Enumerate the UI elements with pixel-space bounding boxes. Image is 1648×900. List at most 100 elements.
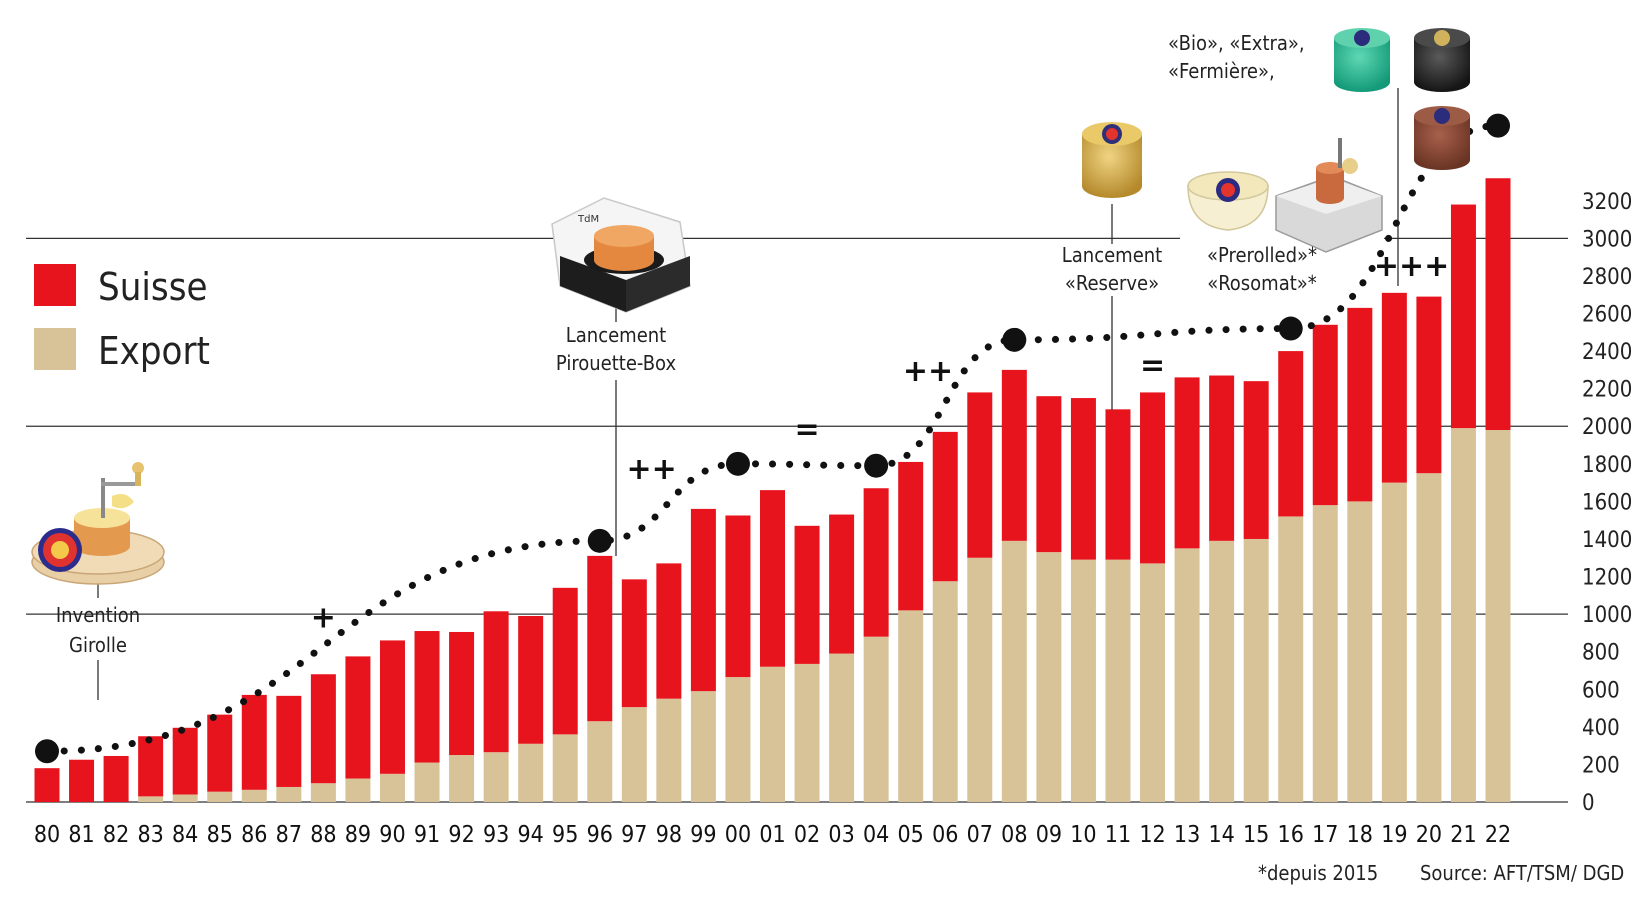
bar-suisse-99 [690,508,716,692]
bar-export-96 [587,721,613,802]
bar-suisse-90 [379,640,405,774]
bar-suisse-17 [1312,324,1338,506]
y-tick-2200: 2200 [1582,378,1632,403]
annotation-bio: «Bio», «Extra», «Fermière», [1168,31,1305,83]
bar-suisse-11 [1105,409,1131,560]
annotation-girolle: Invention Girolle [56,603,140,657]
x-tick-10: 10 [1070,822,1096,848]
x-tick-17: 17 [1312,822,1338,848]
x-tick-93: 93 [483,822,509,848]
bar-suisse-94 [518,616,544,744]
bar-export-00 [725,677,751,802]
bar-suisse-20 [1416,296,1442,474]
bar-suisse-97 [621,579,647,708]
x-tick-94: 94 [518,822,544,848]
x-tick-07: 07 [967,822,993,848]
bio-cheese-image [1334,28,1390,92]
bar-export-01 [760,666,785,802]
change-marker-5: +++ [1374,249,1449,284]
bar-export-22 [1485,430,1511,802]
x-tick-02: 02 [794,822,820,848]
bar-suisse-08 [1001,369,1027,541]
annotation-prerolled-line2: «Rosomat»* [1207,271,1317,295]
change-marker-0: + [311,600,336,635]
x-tick-92: 92 [448,822,474,848]
x-tick-88: 88 [310,822,336,848]
x-tick-15: 15 [1243,822,1269,848]
bar-suisse-14 [1209,375,1235,541]
x-tick-18: 18 [1347,822,1373,848]
trend-point-16 [1278,316,1303,341]
annotation-pirouette: Lancement Pirouette-Box [556,323,677,375]
bar-export-03 [829,653,855,802]
x-tick-95: 95 [552,822,578,848]
bar-suisse-03 [829,514,855,654]
y-axis: 0 200 400 600 800 1000 1200 1400 1600 1800 2000 220… [1582,190,1632,816]
y-tick-400: 400 [1582,716,1620,741]
bar-export-11 [1105,559,1131,802]
bar-export-91 [414,762,440,802]
bar-suisse-07 [967,392,993,558]
annotation-girolle-line1: Invention [56,603,140,627]
bar-suisse-93 [483,611,509,753]
trend-point-22 [1486,113,1510,138]
bar-suisse-04 [863,488,889,637]
bar-export-06 [932,581,958,802]
bar-export-08 [1001,540,1027,802]
x-tick-82: 82 [103,822,129,848]
x-tick-22: 22 [1485,822,1511,848]
y-tick-600: 600 [1582,678,1620,703]
x-tick-87: 87 [276,822,302,848]
trend-point-96 [587,528,612,553]
legend-swatch-suisse [34,264,76,306]
change-marker-4: = [1140,349,1165,384]
y-tick-2400: 2400 [1582,340,1632,365]
bar-export-98 [656,698,682,802]
bar-suisse-88 [310,674,336,784]
bar-export-09 [1036,552,1062,802]
bar-export-20 [1416,473,1442,802]
reserve-cheese-image [1082,122,1142,198]
annotation-reserve-line1: Lancement [1062,243,1162,267]
bar-suisse-01 [760,490,785,667]
bar-export-10 [1070,559,1096,802]
bar-export-86 [241,789,267,802]
bar-export-14 [1209,540,1235,802]
bar-suisse-15 [1243,381,1269,539]
bar-export-17 [1312,505,1338,802]
bar-export-15 [1243,538,1269,802]
x-tick-89: 89 [345,822,371,848]
bar-suisse-16 [1278,351,1304,517]
x-tick-19: 19 [1381,822,1407,848]
change-marker-1: ++ [626,452,676,487]
fermiere-cheese-image [1414,106,1470,170]
legend-swatch-export [34,328,76,370]
x-tick-98: 98 [656,822,682,848]
bar-export-97 [621,707,647,802]
y-tick-2800: 2800 [1582,265,1632,290]
x-tick-86: 86 [241,822,267,848]
x-tick-96: 96 [587,822,613,848]
x-tick-06: 06 [932,822,958,848]
bar-export-87 [276,786,302,802]
bar-suisse-89 [345,656,371,779]
bar-export-02 [794,663,820,802]
bar-export-12 [1140,563,1166,802]
bars [34,178,1511,802]
y-tick-1200: 1200 [1582,566,1632,591]
y-tick-1000: 1000 [1582,603,1632,628]
bar-suisse-82 [103,755,129,802]
bar-suisse-83 [138,736,164,797]
bar-suisse-92 [449,631,475,756]
bar-export-21 [1450,428,1476,802]
bar-suisse-00 [725,515,751,678]
x-tick-81: 81 [68,822,94,848]
x-tick-91: 91 [414,822,440,848]
legend: Suisse Export [34,264,210,373]
y-tick-200: 200 [1582,753,1620,778]
x-tick-16: 16 [1278,822,1304,848]
bar-suisse-19 [1381,292,1407,483]
bar-suisse-05 [898,461,924,611]
bar-suisse-96 [587,555,613,722]
x-tick-83: 83 [137,822,163,848]
